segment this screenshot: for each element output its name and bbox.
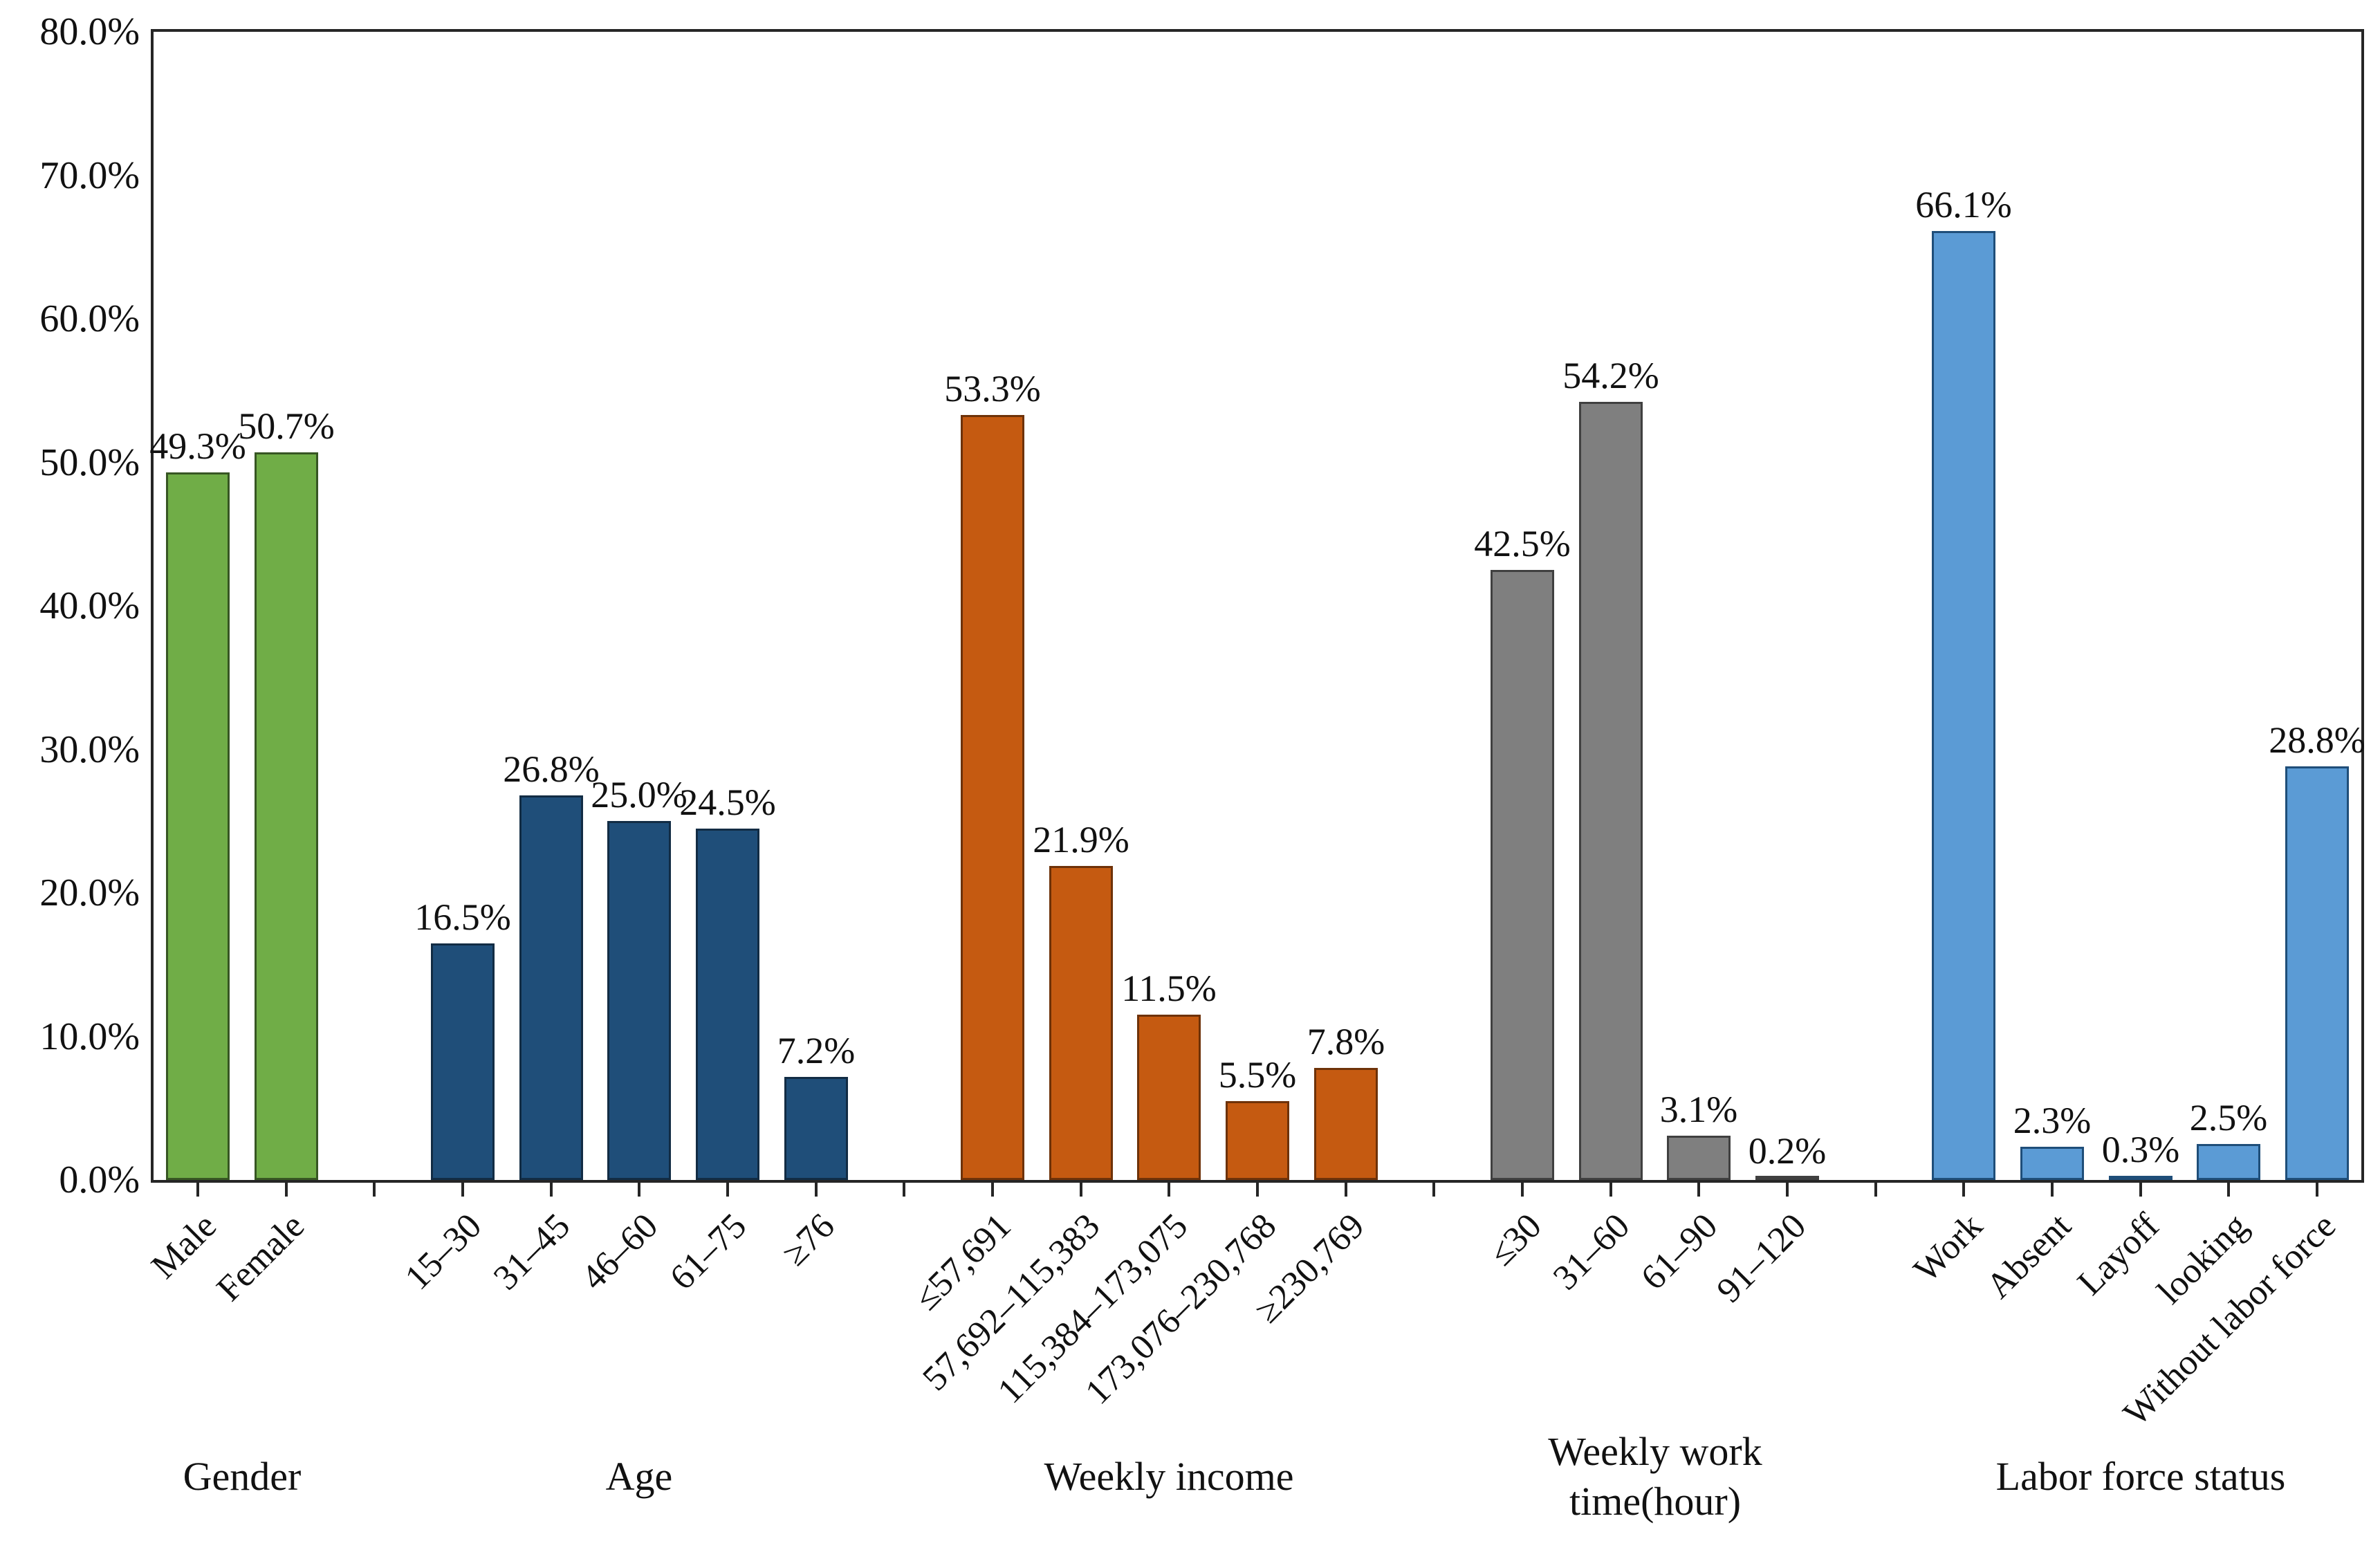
bar-value-label: 49.3% — [149, 425, 246, 467]
bar — [431, 943, 495, 1180]
category-tick-label: 46–60 — [574, 1206, 666, 1298]
bar — [607, 821, 671, 1180]
x-axis-tick — [1256, 1180, 1259, 1197]
x-axis-tick — [2227, 1180, 2231, 1197]
category-tick-label: ≥76 — [775, 1206, 842, 1274]
bar-value-label: 7.2% — [777, 1030, 856, 1071]
bar-value-label: 24.5% — [679, 782, 776, 823]
bar-value-label: 54.2% — [1562, 355, 1659, 396]
y-axis-tick-label: 60.0% — [39, 297, 140, 340]
bar — [961, 415, 1024, 1180]
bar-value-label: 7.8% — [1307, 1021, 1385, 1062]
bar — [2197, 1144, 2260, 1180]
category-tick-label: 61–75 — [662, 1206, 755, 1298]
bar-value-label: 0.3% — [2101, 1129, 2180, 1170]
bar — [1137, 1015, 1201, 1180]
bar — [1667, 1136, 1731, 1180]
x-axis-tick — [2139, 1180, 2142, 1197]
x-axis-tick — [726, 1180, 729, 1197]
category-tick-label: Female — [210, 1206, 313, 1309]
group-label: Age — [605, 1453, 673, 1499]
x-axis-tick — [1697, 1180, 1701, 1197]
bar-value-label: 2.3% — [2013, 1100, 2092, 1141]
bar-value-label: 53.3% — [944, 368, 1041, 409]
bar — [2020, 1147, 2084, 1180]
bar-value-label: 42.5% — [1474, 523, 1571, 564]
y-axis-tick-label: 50.0% — [39, 441, 140, 484]
bar — [1491, 570, 1554, 1180]
y-axis-tick-label: 0.0% — [59, 1159, 140, 1201]
x-axis-tick — [1079, 1180, 1082, 1197]
bar — [1314, 1068, 1378, 1180]
category-tick-label: 15–30 — [397, 1206, 490, 1298]
bar — [166, 472, 230, 1180]
bar — [519, 795, 583, 1180]
bar — [1049, 866, 1113, 1180]
bar-value-label: 21.9% — [1033, 819, 1129, 860]
bar — [1579, 402, 1643, 1180]
x-axis-tick — [2051, 1180, 2054, 1197]
y-axis-tick-label: 10.0% — [39, 1015, 140, 1058]
bar-value-label: 26.8% — [503, 748, 600, 790]
y-axis-tick-label: 70.0% — [39, 154, 140, 197]
category-tick-label: Absent — [1978, 1206, 2079, 1307]
x-axis-tick — [1168, 1180, 1171, 1197]
x-axis-tick — [814, 1180, 818, 1197]
x-axis-tick — [1786, 1180, 1789, 1197]
x-axis-tick — [1521, 1180, 1524, 1197]
x-axis-tick — [373, 1180, 376, 1197]
group-label: Gender — [183, 1453, 302, 1499]
category-tick-label: ≤30 — [1481, 1206, 1549, 1274]
bar — [1755, 1176, 1819, 1180]
bar-value-label: 3.1% — [1659, 1089, 1738, 1130]
y-axis-tick-label: 80.0% — [39, 10, 140, 53]
x-axis-tick — [1344, 1180, 1347, 1197]
x-axis-tick — [990, 1180, 994, 1197]
group-label: Labor force status — [1995, 1453, 2286, 1499]
bar — [696, 829, 759, 1180]
bar-value-label: 25.0% — [591, 774, 688, 815]
x-axis-tick — [1609, 1180, 1612, 1197]
category-tick-label: 31–45 — [486, 1206, 578, 1298]
x-axis-tick — [196, 1180, 199, 1197]
bar-value-label: 2.5% — [2189, 1097, 2268, 1138]
bar — [255, 452, 318, 1180]
bar-value-label: 50.7% — [238, 405, 335, 447]
bar-value-label: 66.1% — [1915, 184, 2012, 225]
y-axis-tick-label: 20.0% — [39, 871, 140, 914]
x-axis-tick — [638, 1180, 641, 1197]
bar — [2285, 766, 2349, 1180]
x-axis-tick — [549, 1180, 553, 1197]
category-tick-label: Work — [1906, 1206, 1991, 1290]
category-tick-label: 31–60 — [1545, 1206, 1637, 1298]
group-label: Weekly work time(hour) — [1548, 1428, 1762, 1524]
bar — [1226, 1101, 1289, 1180]
bar-value-label: 16.5% — [414, 896, 511, 938]
y-axis-tick-label: 30.0% — [39, 728, 140, 771]
bar — [784, 1077, 848, 1180]
x-axis-tick — [2316, 1180, 2319, 1197]
bar — [2109, 1176, 2173, 1180]
bar — [1932, 231, 1995, 1180]
x-axis-tick — [1432, 1180, 1436, 1197]
bar-value-label: 0.2% — [1748, 1130, 1827, 1172]
plot-area — [151, 29, 2364, 1183]
category-tick-label: Male — [144, 1206, 225, 1286]
group-label: Weekly income — [1044, 1453, 1294, 1499]
x-axis-tick — [1962, 1180, 1966, 1197]
bar-value-label: 5.5% — [1218, 1054, 1297, 1096]
bar-value-label: 11.5% — [1121, 968, 1217, 1009]
category-tick-label: 91–120 — [1709, 1206, 1814, 1311]
category-tick-label: Layoff — [2070, 1206, 2167, 1303]
bar-value-label: 28.8% — [2269, 719, 2365, 761]
x-axis-tick — [461, 1180, 464, 1197]
y-axis-tick-label: 40.0% — [39, 584, 140, 627]
x-axis-tick — [1874, 1180, 1877, 1197]
x-axis-tick — [284, 1180, 288, 1197]
x-axis-tick — [903, 1180, 906, 1197]
